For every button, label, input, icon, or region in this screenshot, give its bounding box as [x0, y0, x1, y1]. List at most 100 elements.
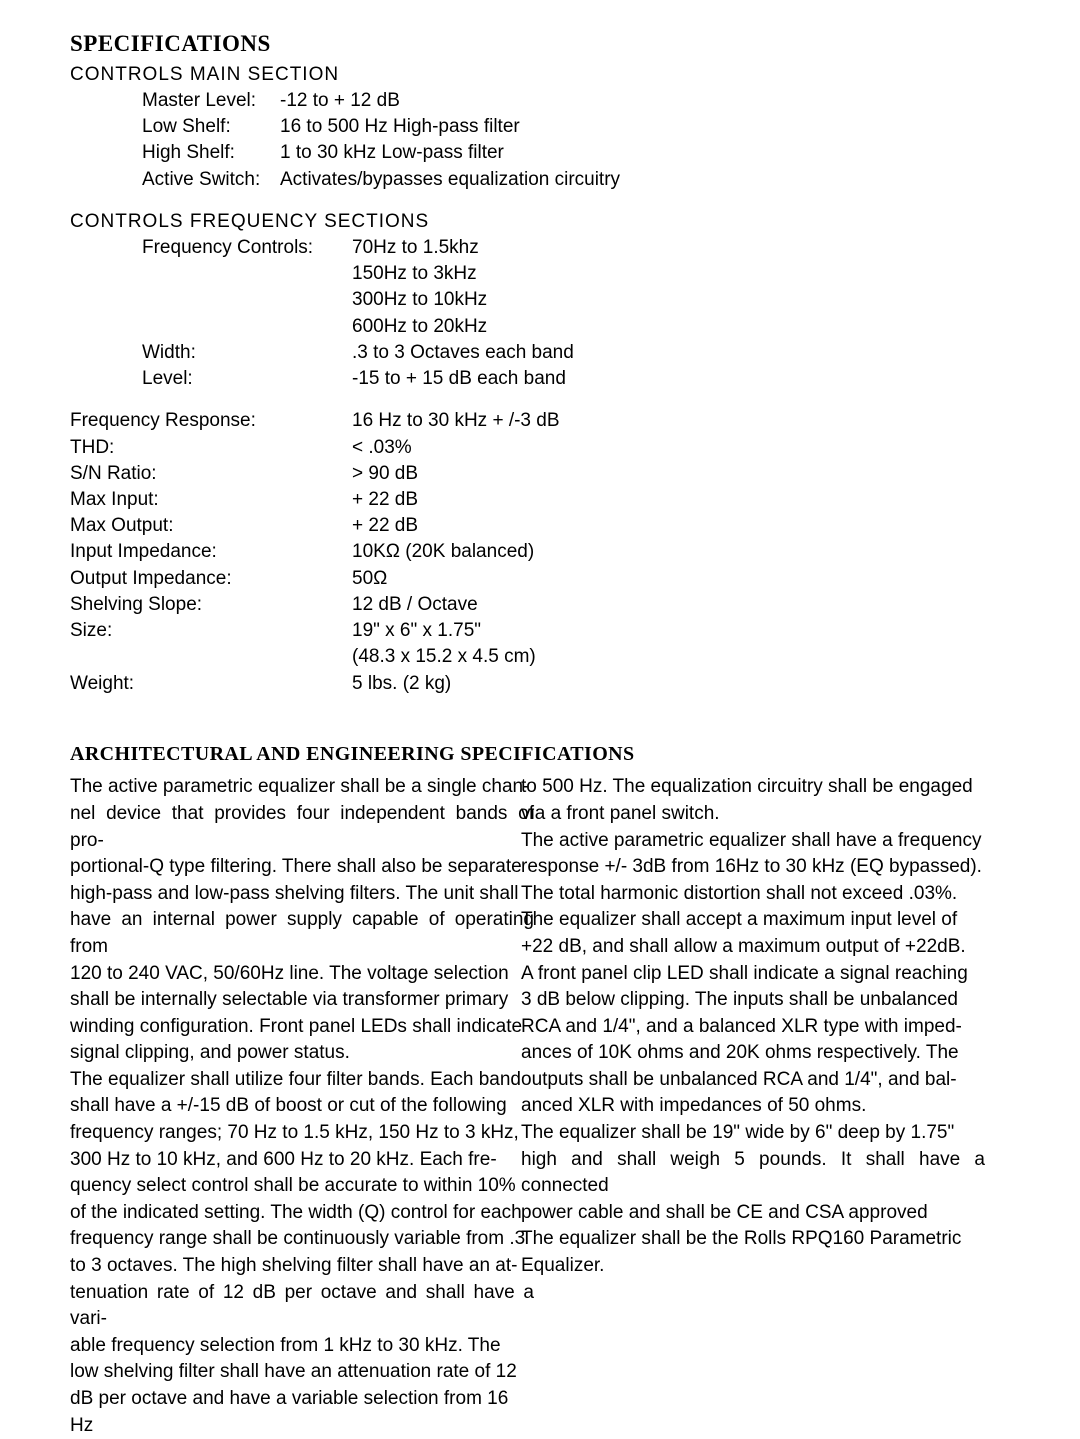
- spec-label: Max Input:: [70, 487, 352, 513]
- spec-value: 600Hz to 20kHz: [70, 314, 1010, 340]
- arch-line: frequency range shall be continuously va…: [70, 1226, 534, 1253]
- arch-line: shall have a +/-15 dB of boost or cut of…: [70, 1093, 534, 1120]
- spec-row: Low Shelf: 16 to 500 Hz High-pass filter: [70, 114, 1010, 140]
- spec-row: Weight: 5 lbs. (2 kg): [70, 671, 1010, 697]
- arch-line: to 500 Hz. The equalization circuitry sh…: [521, 774, 985, 801]
- spec-value: 10KΩ (20K balanced): [352, 539, 1010, 565]
- arch-line: 3 dB below clipping. The inputs shall be…: [521, 987, 985, 1014]
- arch-line: The active parametric equalizer shall be…: [70, 774, 534, 801]
- arch-line: The equalizer shall utilize four filter …: [70, 1067, 534, 1094]
- spec-row: Width: .3 to 3 Octaves each band: [70, 340, 1010, 366]
- spec-label: Output Impedance:: [70, 566, 352, 592]
- arch-line: have an internal power supply capable of…: [70, 907, 534, 960]
- arch-line: shall be internally selectable via trans…: [70, 987, 534, 1014]
- spec-row: (48.3 x 15.2 x 4.5 cm): [70, 644, 1010, 670]
- spec-row: Frequency Controls: 70Hz to 1.5khz: [70, 235, 1010, 261]
- arch-line: ances of 10K ohms and 20K ohms respectiv…: [521, 1040, 985, 1067]
- arch-line: via a front panel switch.: [521, 801, 985, 828]
- spec-row: High Shelf: 1 to 30 kHz Low-pass filter: [70, 140, 1010, 166]
- arch-line: response +/- 3dB from 16Hz to 30 kHz (EQ…: [521, 854, 985, 881]
- spec-value: 16 Hz to 30 kHz + /-3 dB: [352, 408, 1010, 434]
- arch-line: low shelving filter shall have an attenu…: [70, 1359, 534, 1386]
- arch-line: Equalizer.: [521, 1253, 985, 1280]
- spec-value: 70Hz to 1.5khz: [352, 235, 1010, 261]
- arch-col-left: The active parametric equalizer shall be…: [70, 774, 534, 1439]
- arch-line: frequency ranges; 70 Hz to 1.5 kHz, 150 …: [70, 1120, 534, 1147]
- spec-row: THD: < .03%: [70, 435, 1010, 461]
- spec-value: -12 to + 12 dB: [280, 88, 1010, 114]
- spec-value: + 22 dB: [352, 487, 1010, 513]
- spec-value: < .03%: [352, 435, 1010, 461]
- arch-line: The total harmonic distortion shall not …: [521, 881, 985, 908]
- spec-value: .3 to 3 Octaves each band: [352, 340, 1010, 366]
- spec-row: Input Impedance: 10KΩ (20K balanced): [70, 539, 1010, 565]
- spec-value: + 22 dB: [352, 513, 1010, 539]
- arch-line: The equalizer shall accept a maximum inp…: [521, 907, 985, 934]
- spec-label: S/N Ratio:: [70, 461, 352, 487]
- spec-label: Size:: [70, 618, 352, 644]
- arch-line: of the indicated setting. The width (Q) …: [70, 1200, 534, 1227]
- arch-eng-body: The active parametric equalizer shall be…: [70, 774, 1010, 1439]
- spec-value: 300Hz to 10kHz: [70, 287, 1010, 313]
- spec-label: THD:: [70, 435, 352, 461]
- spec-value: > 90 dB: [352, 461, 1010, 487]
- spec-label: Max Output:: [70, 513, 352, 539]
- arch-eng-heading: ARCHITECTURAL AND ENGINEERING SPECIFICAT…: [70, 741, 1010, 769]
- controls-freq-heading: CONTROLS FREQUENCY SECTIONS: [70, 209, 1010, 235]
- spec-value: 1 to 30 kHz Low-pass filter: [280, 140, 1010, 166]
- controls-main-heading: CONTROLS MAIN SECTION: [70, 62, 1010, 88]
- arch-line: anced XLR with impedances of 50 ohms.: [521, 1093, 985, 1120]
- arch-line: portional-Q type filtering. There shall …: [70, 854, 534, 881]
- spec-value: -15 to + 15 dB each band: [352, 366, 1010, 392]
- spec-value: Activates/bypasses equalization circuitr…: [280, 167, 1010, 193]
- spec-row: Frequency Response: 16 Hz to 30 kHz + /-…: [70, 408, 1010, 434]
- arch-line: A front panel clip LED shall indicate a …: [521, 961, 985, 988]
- arch-col-right: to 500 Hz. The equalization circuitry sh…: [521, 774, 985, 1279]
- arch-line: outputs shall be unbalanced RCA and 1/4"…: [521, 1067, 985, 1094]
- spec-label: [70, 644, 352, 670]
- arch-line: power cable and shall be CE and CSA appr…: [521, 1200, 985, 1227]
- spec-row: Size: 19" x 6" x 1.75": [70, 618, 1010, 644]
- spec-row: Master Level: -12 to + 12 dB: [70, 88, 1010, 114]
- spec-row: S/N Ratio: > 90 dB: [70, 461, 1010, 487]
- spec-label: Low Shelf:: [70, 114, 280, 140]
- arch-line: able frequency selection from 1 kHz to 3…: [70, 1333, 534, 1360]
- arch-line: quency select control shall be accurate …: [70, 1173, 534, 1200]
- spec-label: Width:: [70, 340, 352, 366]
- spec-value: 16 to 500 Hz High-pass filter: [280, 114, 1010, 140]
- spec-value: 12 dB / Octave: [352, 592, 1010, 618]
- spec-label: Input Impedance:: [70, 539, 352, 565]
- spec-label: Shelving Slope:: [70, 592, 352, 618]
- spec-row: Level: -15 to + 15 dB each band: [70, 366, 1010, 392]
- arch-line: The equalizer shall be 19" wide by 6" de…: [521, 1120, 985, 1147]
- spec-value: 50Ω: [352, 566, 1010, 592]
- arch-line: +22 dB, and shall allow a maximum output…: [521, 934, 985, 961]
- spec-value: 19" x 6" x 1.75": [352, 618, 1010, 644]
- arch-line: high-pass and low-pass shelving filters.…: [70, 881, 534, 908]
- arch-line: high and shall weigh 5 pounds. It shall …: [521, 1147, 985, 1200]
- spec-label: Level:: [70, 366, 352, 392]
- spec-label: Frequency Response:: [70, 408, 352, 434]
- arch-line: 300 Hz to 10 kHz, and 600 Hz to 20 kHz. …: [70, 1147, 534, 1174]
- spec-row: Shelving Slope: 12 dB / Octave: [70, 592, 1010, 618]
- arch-line: tenuation rate of 12 dB per octave and s…: [70, 1280, 534, 1333]
- spec-value: 150Hz to 3kHz: [70, 261, 1010, 287]
- arch-line: dB per octave and have a variable select…: [70, 1386, 534, 1439]
- spec-label: High Shelf:: [70, 140, 280, 166]
- spec-value: (48.3 x 15.2 x 4.5 cm): [352, 644, 1010, 670]
- arch-line: The equalizer shall be the Rolls RPQ160 …: [521, 1226, 985, 1253]
- spec-row: Output Impedance: 50Ω: [70, 566, 1010, 592]
- spec-value: 5 lbs. (2 kg): [352, 671, 1010, 697]
- spec-label: Weight:: [70, 671, 352, 697]
- spec-label: Master Level:: [70, 88, 280, 114]
- specifications-heading: SPECIFICATIONS: [70, 28, 1010, 60]
- arch-line: RCA and 1/4", and a balanced XLR type wi…: [521, 1014, 985, 1041]
- arch-line: 120 to 240 VAC, 50/60Hz line. The voltag…: [70, 961, 534, 988]
- arch-line: winding configuration. Front panel LEDs …: [70, 1014, 534, 1041]
- spec-label: Active Switch:: [70, 167, 280, 193]
- spec-row: Active Switch: Activates/bypasses equali…: [70, 167, 1010, 193]
- arch-line: signal clipping, and power status.: [70, 1040, 534, 1067]
- spec-row: Max Input: + 22 dB: [70, 487, 1010, 513]
- spec-label: Frequency Controls:: [70, 235, 352, 261]
- arch-line: nel device that provides four independen…: [70, 801, 534, 854]
